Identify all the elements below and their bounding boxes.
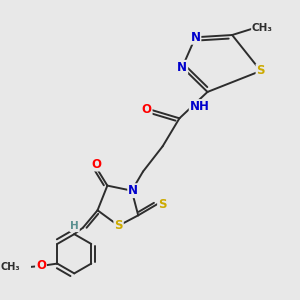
Text: O: O (142, 103, 152, 116)
Text: S: S (256, 64, 265, 77)
Text: N: N (128, 184, 138, 197)
Text: S: S (158, 198, 166, 211)
Text: NH: NH (190, 100, 210, 113)
Text: CH₃: CH₃ (1, 262, 20, 272)
Text: O: O (91, 158, 101, 170)
Text: O: O (36, 259, 46, 272)
Text: CH₃: CH₃ (252, 23, 273, 33)
Text: N: N (190, 31, 200, 44)
Text: S: S (114, 219, 123, 232)
Text: H: H (70, 221, 79, 231)
Text: N: N (177, 61, 187, 74)
